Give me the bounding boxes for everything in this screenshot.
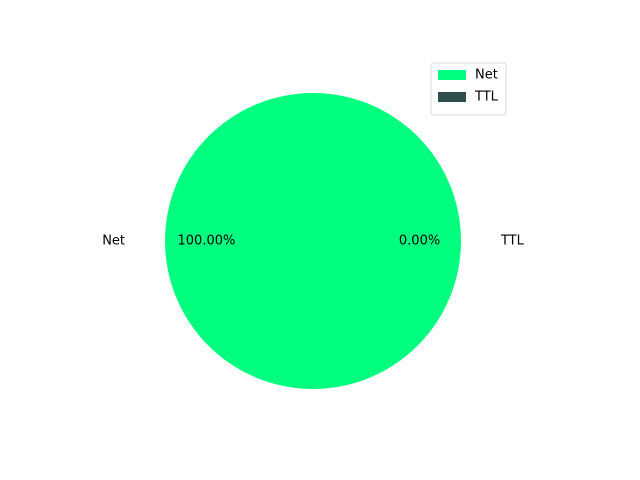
- slice-percent-ttl: 0.00%: [399, 234, 440, 249]
- pie-slice-net: [165, 93, 461, 389]
- legend-swatch-ttl: [438, 92, 466, 102]
- pie-labels: Net 100.00% TTL 0.00%: [102, 234, 524, 249]
- slice-label-ttl: TTL: [500, 234, 525, 249]
- legend: Net TTL: [430, 62, 507, 116]
- legend-label-ttl: TTL: [474, 90, 499, 105]
- slice-label-net: Net: [102, 234, 125, 249]
- slice-percent-net: 100.00%: [178, 234, 236, 249]
- legend-label-net: Net: [475, 68, 498, 83]
- pie-slices: [165, 93, 461, 389]
- legend-swatch-net: [438, 70, 466, 80]
